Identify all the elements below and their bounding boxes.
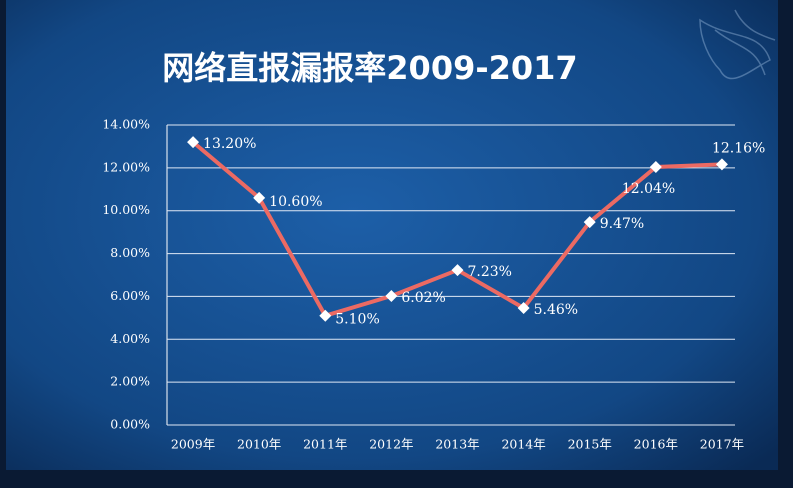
data-point (253, 191, 266, 204)
x-tick-label: 2016年 (634, 437, 678, 452)
value-label: 12.04% (622, 181, 675, 197)
y-tick-label: 0.00% (110, 417, 150, 432)
value-label: 9.47% (600, 216, 644, 232)
chart-title: 网络直报漏报率2009-2017 (162, 49, 577, 87)
value-label: 7.23% (468, 264, 512, 280)
y-tick-label: 14.00% (102, 117, 150, 132)
y-tick-label: 2.00% (110, 374, 150, 389)
data-point (385, 290, 398, 302)
data-point (319, 309, 332, 322)
x-tick-label: 2010年 (237, 437, 281, 452)
value-label: 13.20% (203, 136, 256, 152)
x-tick-label: 2015年 (568, 437, 612, 452)
value-label: 12.16% (712, 140, 765, 156)
data-point (583, 216, 596, 229)
y-tick-label: 4.00% (110, 331, 150, 346)
data-point (649, 161, 662, 173)
data-point (187, 136, 200, 149)
x-tick-label: 2011年 (303, 437, 347, 452)
decoration (699, 9, 776, 80)
x-tick-label: 2013年 (435, 437, 479, 452)
x-tick-label: 2012年 (369, 437, 413, 452)
x-tick-label: 2009年 (171, 437, 215, 452)
value-label: 6.02% (401, 290, 445, 306)
y-tick-label: 6.00% (110, 288, 150, 303)
y-tick-label: 12.00% (102, 159, 150, 174)
value-label: 5.46% (534, 302, 578, 318)
data-point (451, 264, 464, 277)
slide-background (6, 0, 778, 470)
y-tick-label: 10.00% (102, 202, 150, 217)
data-point (715, 158, 728, 171)
data-point (517, 302, 530, 314)
value-label: 5.10% (335, 312, 379, 328)
x-tick-label: 2014年 (501, 437, 545, 452)
x-tick-label: 2017年 (700, 437, 744, 452)
y-tick-label: 8.00% (110, 245, 150, 260)
value-label: 10.60% (269, 194, 322, 210)
